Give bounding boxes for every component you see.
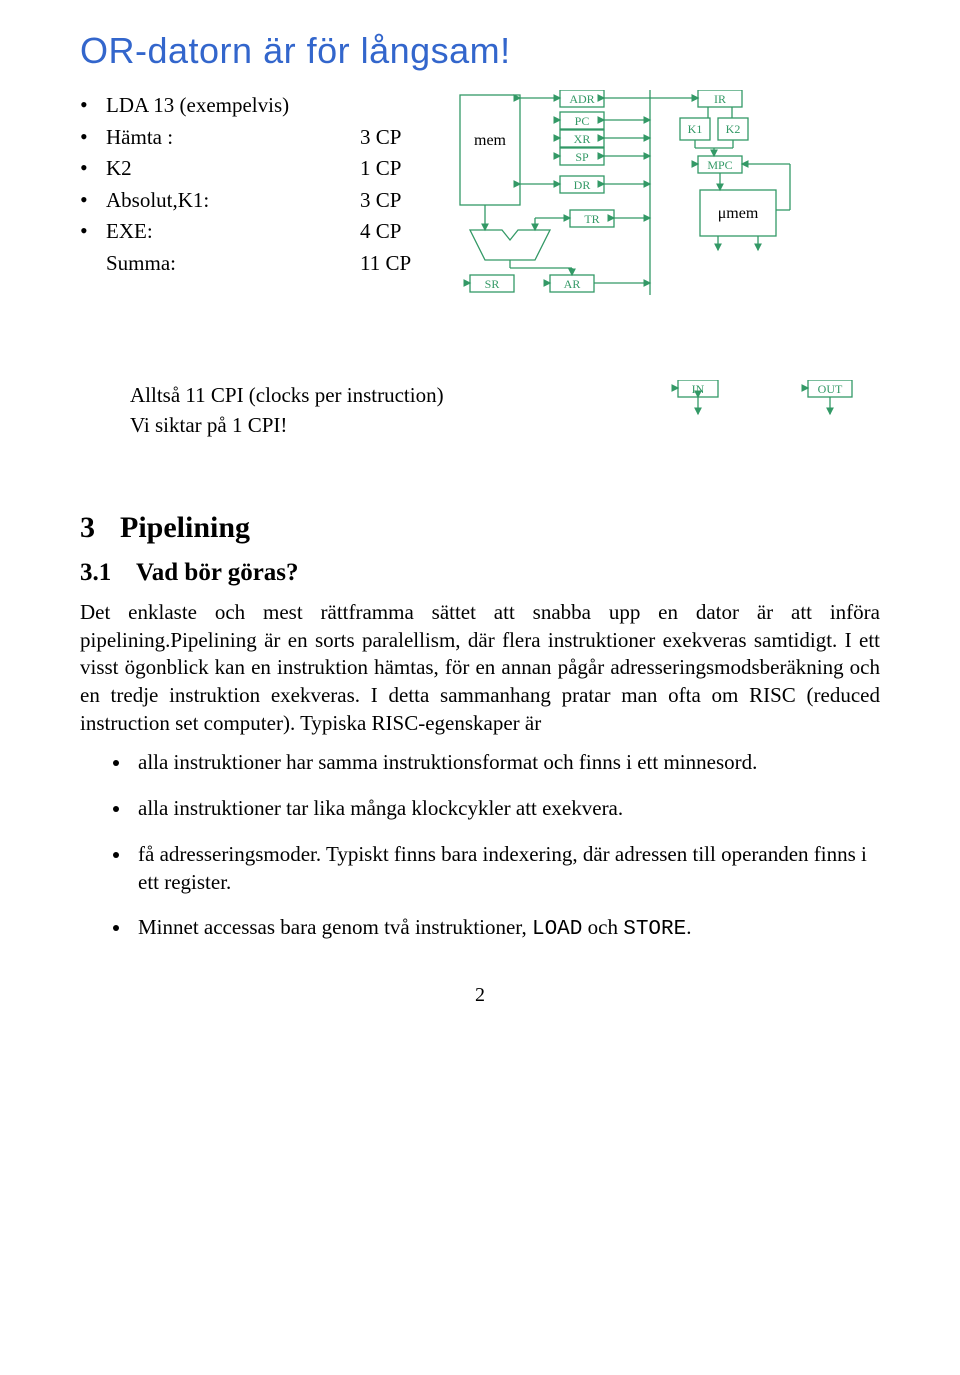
list-item: alla instruktioner har samma instruktion…: [132, 749, 880, 777]
bullet-row: • EXE: 4 CP: [80, 216, 440, 248]
mid-note-row: Alltså 11 CPI (clocks per instruction) V…: [80, 380, 880, 441]
reg-pc: PC: [575, 114, 590, 128]
subsection-heading: 3.1Vad bör göras?: [80, 559, 880, 587]
list-item: alla instruktioner tar lika många klockc…: [132, 795, 880, 823]
bullet-label: Absolut,K1:: [106, 185, 360, 217]
bullet-label: K2: [106, 153, 360, 185]
bullet-list-left: • LDA 13 (exempelvis) • Hämta : 3 CP • K…: [80, 90, 440, 279]
io-diagram: IN OUT: [560, 380, 880, 438]
architecture-diagram: mem ADR PC XR SP DR TR: [440, 90, 880, 320]
reg-ar: AR: [564, 277, 581, 291]
top-row: • LDA 13 (exempelvis) • Hämta : 3 CP • K…: [80, 90, 880, 320]
reg-sp: SP: [575, 150, 589, 164]
bullet-row: • K2 1 CP: [80, 153, 440, 185]
risc-list: alla instruktioner har samma instruktion…: [80, 749, 880, 944]
io-in-label: IN: [692, 382, 705, 396]
code-store: STORE: [623, 918, 686, 941]
bullet-dot-icon: •: [80, 216, 106, 248]
reg-tr: TR: [584, 212, 599, 226]
summary-label: Summa:: [106, 248, 360, 280]
reg-ir: IR: [714, 92, 726, 106]
page: OR-datorn är för långsam! • LDA 13 (exem…: [0, 0, 960, 1047]
diagram-svg: mem ADR PC XR SP DR TR: [440, 90, 860, 305]
umem-label: μmem: [718, 205, 759, 222]
slide-title: OR-datorn är för långsam!: [80, 30, 880, 72]
body-paragraph: Det enklaste och mest rättframma sättet …: [80, 599, 880, 738]
bullet-value: [360, 90, 440, 122]
mid-note-text: Alltså 11 CPI (clocks per instruction) V…: [80, 380, 560, 441]
section-number: 3: [80, 511, 120, 545]
reg-mpc: MPC: [707, 158, 732, 172]
list-item-text-prefix: Minnet accessas bara genom två instrukti…: [138, 915, 532, 939]
summary-row: Summa: 11 CP: [80, 248, 440, 280]
bullet-dot-icon: •: [80, 90, 106, 122]
subsection-number: 3.1: [80, 559, 136, 587]
subsection-title: Vad bör göras?: [136, 559, 299, 586]
bullet-row: • Hämta : 3 CP: [80, 122, 440, 154]
mem-label: mem: [474, 132, 507, 149]
bullet-label: EXE:: [106, 216, 360, 248]
mid-note-line1: Alltså 11 CPI (clocks per instruction): [130, 383, 444, 407]
io-out-label: OUT: [818, 382, 843, 396]
list-item: få adresseringsmoder. Typiskt finns bara…: [132, 841, 880, 896]
bullet-value: 3 CP: [360, 185, 440, 217]
bullet-label: Hämta :: [106, 122, 360, 154]
bullet-row: • Absolut,K1: 3 CP: [80, 185, 440, 217]
bullet-dot-icon: •: [80, 153, 106, 185]
section-title: Pipelining: [120, 511, 250, 544]
bullet-value: 3 CP: [360, 122, 440, 154]
code-load: LOAD: [532, 918, 582, 941]
bullet-row: • LDA 13 (exempelvis): [80, 90, 440, 122]
reg-sr: SR: [485, 277, 500, 291]
bullet-value: 1 CP: [360, 153, 440, 185]
bullet-dot-icon: •: [80, 185, 106, 217]
reg-k1: K1: [688, 122, 703, 136]
bullet-label: LDA 13 (exempelvis): [106, 90, 360, 122]
page-number: 2: [80, 984, 880, 1007]
list-item: Minnet accessas bara genom två instrukti…: [132, 914, 880, 944]
reg-dr: DR: [574, 178, 591, 192]
summary-value: 11 CP: [360, 248, 440, 280]
reg-k2: K2: [726, 122, 741, 136]
bullet-dot-icon: •: [80, 122, 106, 154]
reg-adr: ADR: [569, 92, 594, 106]
bullet-value: 4 CP: [360, 216, 440, 248]
reg-xr: XR: [574, 132, 591, 146]
section-heading: 3Pipelining: [80, 511, 880, 545]
mid-note-line2: Vi siktar på 1 CPI!: [130, 413, 287, 437]
